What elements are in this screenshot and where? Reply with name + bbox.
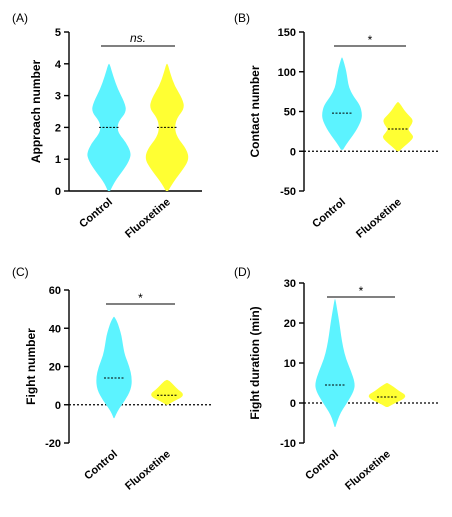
category-label: Control xyxy=(303,448,341,482)
y-tick-label: 100 xyxy=(278,67,296,79)
y-tick-label: 50 xyxy=(284,107,296,119)
panel-label: (C) xyxy=(12,265,29,279)
category-label: Control xyxy=(77,196,115,230)
violin-control xyxy=(322,57,362,150)
significance-label: * xyxy=(138,291,143,305)
significance-label: * xyxy=(368,33,373,47)
y-tick-label: 3 xyxy=(55,91,61,103)
y-tick-label: -20 xyxy=(45,438,61,450)
y-axis-title: Contact number xyxy=(248,65,262,157)
y-tick-label: -10 xyxy=(280,438,296,450)
category-label: Fluoxetine xyxy=(354,196,404,241)
y-tick-label: 20 xyxy=(284,318,296,330)
panel-label: (A) xyxy=(12,11,28,25)
panel-label: (D) xyxy=(234,265,251,279)
y-tick-label: 0 xyxy=(55,186,61,198)
y-tick-label: 4 xyxy=(55,59,62,71)
violin-control xyxy=(96,316,132,419)
violin-control xyxy=(315,299,355,427)
y-tick-label: -50 xyxy=(280,186,296,198)
y-tick-label: 0 xyxy=(55,400,61,412)
y-tick-label: 150 xyxy=(278,27,296,39)
category-label: Fluoxetine xyxy=(123,448,173,493)
violin-fluoxetine xyxy=(383,102,413,152)
chart-panel-3: (D) -10 0 10 20 30 Fight duration (min) Control… xyxy=(234,265,440,493)
violin-fluoxetine xyxy=(145,63,189,191)
panel-label: (B) xyxy=(234,11,250,25)
y-tick-label: 0 xyxy=(290,398,296,410)
significance-label: ns. xyxy=(130,31,146,45)
violin-fluoxetine xyxy=(151,379,183,405)
y-tick-label: 30 xyxy=(284,278,296,290)
chart-panel-2: (C) -20 0 20 40 60 Fight number Control Fluoxeti… xyxy=(12,265,212,493)
chart-panel-1: (B) -50 0 50 100 150 Contact number Control Fluo… xyxy=(234,11,440,241)
category-label: Control xyxy=(310,196,348,230)
violin-control xyxy=(87,63,131,191)
y-axis-title: Fight duration (min) xyxy=(248,306,262,419)
category-label: Control xyxy=(82,448,120,482)
y-axis-title: Fight number xyxy=(24,328,38,405)
significance-label: * xyxy=(359,284,364,298)
violin-fluoxetine xyxy=(368,383,406,407)
y-tick-label: 40 xyxy=(49,323,61,335)
category-label: Fluoxetine xyxy=(123,196,173,241)
y-tick-label: 10 xyxy=(284,358,296,370)
y-tick-label: 1 xyxy=(55,154,61,166)
y-tick-label: 20 xyxy=(49,362,61,374)
y-tick-label: 5 xyxy=(55,27,61,39)
y-tick-label: 60 xyxy=(49,285,61,297)
y-axis-title: Approach number xyxy=(29,60,43,164)
chart-panel-0: (A) 0 1 2 3 4 5 Approach number Control Fluoxetin… xyxy=(12,11,202,241)
y-tick-label: 2 xyxy=(55,122,61,134)
y-tick-label: 0 xyxy=(290,146,296,158)
category-label: Fluoxetine xyxy=(343,448,393,493)
